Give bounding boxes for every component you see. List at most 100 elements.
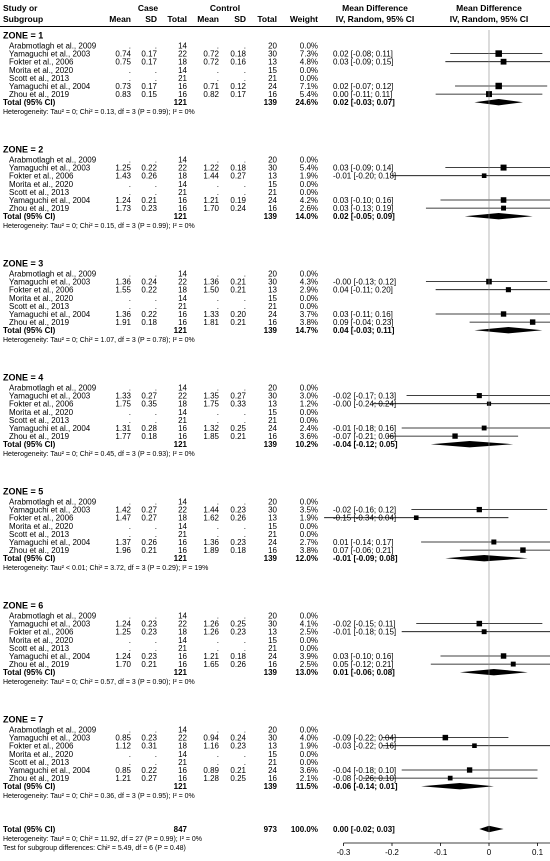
subgroup-ci: 0.04 [-0.03; 0.11] [333, 326, 395, 335]
effect-square [481, 425, 487, 431]
weight-value: 4.3% [300, 278, 318, 287]
study-name: Yamaguchi et al., 2004 [9, 538, 91, 547]
effect-square [495, 82, 502, 90]
effect-square [505, 287, 511, 293]
case-mean: 1.33 [115, 392, 131, 401]
control-total: 30 [268, 506, 277, 515]
case-mean: . [129, 294, 131, 303]
control-mean: . [217, 188, 219, 197]
control-mean: 0.94 [203, 734, 219, 743]
case-sd: 0.27 [141, 514, 157, 523]
x-tick-label: -0.2 [385, 848, 399, 857]
control-mean: . [217, 498, 219, 507]
control-mean: 1.50 [203, 286, 219, 295]
case-sd: 0.18 [141, 318, 157, 327]
case-mean: 0.83 [115, 90, 131, 99]
ci-value: 0.01 [-0.14; 0.17] [333, 538, 394, 547]
overall-case-total: 847 [174, 825, 188, 834]
ci-value: 0.03 [-0.09; 0.14] [333, 164, 394, 173]
study-name: Arabmotlagh et al., 2009 [9, 384, 97, 393]
control-sd: 0.20 [230, 310, 246, 319]
control-sd: 0.27 [230, 392, 246, 401]
case-sd: . [155, 416, 157, 425]
control-total: 30 [268, 620, 277, 629]
case-total: 16 [178, 424, 187, 433]
zone-label: ZONE = 1 [3, 31, 43, 41]
study-name: Arabmotlagh et al., 2009 [9, 156, 97, 165]
control-total: 30 [268, 734, 277, 743]
subgroup-control-total: 139 [264, 440, 278, 449]
control-sd: . [244, 42, 246, 51]
ci-value: -0.15 [-0.34; 0.04] [333, 514, 396, 523]
case-sd: 0.15 [141, 90, 157, 99]
control-sd: 0.12 [230, 82, 246, 91]
study-name: Fokter et al., 2006 [9, 172, 74, 181]
study-name: Scott et al., 2013 [9, 416, 70, 425]
case-sd: 0.21 [141, 196, 157, 205]
case-mean: 0.75 [115, 58, 131, 67]
study-name: Fokter et al., 2006 [9, 628, 74, 637]
study-name: Scott et al., 2013 [9, 644, 70, 653]
x-tick-label: 0.1 [532, 848, 544, 857]
weight-value: 0.0% [300, 750, 318, 759]
case-mean: . [129, 74, 131, 83]
control-mean: . [217, 726, 219, 735]
case-total: 18 [178, 58, 187, 67]
control-sd: . [244, 270, 246, 279]
control-total: 24 [268, 310, 277, 319]
case-sd: . [155, 644, 157, 653]
control-mean: 0.71 [203, 82, 219, 91]
study-name: Scott et al., 2013 [9, 74, 70, 83]
weight-value: 3.8% [300, 546, 318, 555]
control-sd: 0.24 [230, 204, 246, 213]
zone-label: ZONE = 7 [3, 715, 43, 725]
case-total: 14 [178, 522, 187, 531]
control-total: 24 [268, 766, 277, 775]
case-total: 18 [178, 172, 187, 181]
subgroup-weight: 13.0% [295, 668, 318, 677]
case-sd: 0.26 [141, 172, 157, 181]
case-mean: 1.77 [115, 432, 131, 441]
header-md-title-left: Mean Difference [342, 3, 408, 13]
case-mean: 1.75 [115, 400, 131, 409]
subgroup-total-label: Total (95% CI) [3, 98, 56, 107]
zone-label: ZONE = 5 [3, 487, 43, 497]
control-sd: 0.18 [230, 164, 246, 173]
subgroup-difference-test: Test for subgroup differences: Chi² = 5.… [3, 845, 186, 852]
control-sd: . [244, 294, 246, 303]
case-sd: . [155, 188, 157, 197]
case-total: 14 [178, 612, 187, 621]
control-sd: 0.18 [230, 652, 246, 661]
case-sd: 0.23 [141, 734, 157, 743]
case-sd: . [155, 384, 157, 393]
control-total: 20 [268, 612, 277, 621]
header-case: Case [138, 3, 159, 13]
effect-square [500, 58, 507, 65]
study-name: Scott et al., 2013 [9, 758, 70, 767]
control-sd: . [244, 74, 246, 83]
case-total: 14 [178, 42, 187, 51]
control-total: 16 [268, 660, 277, 669]
overall-total-label: Total (95% CI) [3, 825, 56, 834]
control-sd: . [244, 758, 246, 767]
control-mean: . [217, 644, 219, 653]
control-mean: . [217, 66, 219, 75]
control-mean: 1.26 [203, 628, 219, 637]
subgroup-case-total: 121 [174, 782, 188, 791]
control-total: 21 [268, 530, 277, 539]
case-total: 14 [178, 270, 187, 279]
case-total: 21 [178, 416, 187, 425]
case-mean: . [129, 636, 131, 645]
case-total: 21 [178, 758, 187, 767]
control-mean: 1.16 [203, 742, 219, 751]
case-mean: 1.31 [115, 424, 131, 433]
effect-square [500, 164, 507, 171]
control-sd: 0.26 [230, 514, 246, 523]
subgroup-ci: -0.04 [-0.12; 0.05] [333, 440, 398, 449]
effect-square [501, 205, 507, 211]
case-sd: . [155, 726, 157, 735]
effect-square [476, 393, 482, 399]
control-total: 13 [268, 742, 277, 751]
study-name: Yamaguchi et al., 2003 [9, 50, 91, 59]
